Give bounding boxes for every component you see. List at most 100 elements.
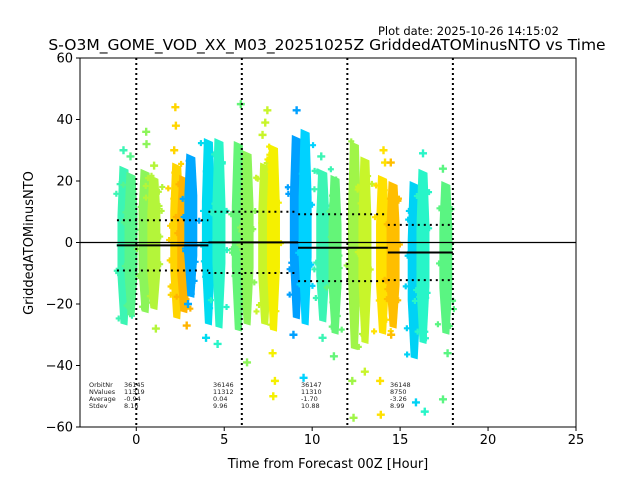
scatter-point <box>219 160 226 167</box>
scatter-point <box>311 266 318 273</box>
scatter-point <box>232 254 239 261</box>
scatter-point <box>120 181 127 188</box>
scatter-point <box>405 207 412 214</box>
scatter-point <box>141 230 148 237</box>
y-tick-label: −20 <box>46 298 73 313</box>
scatter-point <box>383 316 390 323</box>
scatter-point <box>266 151 273 158</box>
scatter-point <box>354 249 361 256</box>
scatter-point <box>232 205 239 212</box>
scatter-point <box>241 302 248 309</box>
scatter-point <box>235 279 242 286</box>
scatter-point <box>313 259 320 266</box>
y-tick-label: −40 <box>46 359 73 374</box>
scatter-point <box>144 175 151 182</box>
scatter-point <box>211 212 218 219</box>
outlier-point <box>243 358 252 367</box>
scatter-point <box>250 226 257 233</box>
outlier-point <box>292 106 301 115</box>
scatter-point <box>295 249 302 256</box>
outlier-point <box>202 333 211 342</box>
stats-value: 8.16 <box>124 402 138 410</box>
scatter-point <box>450 306 457 313</box>
scatter-point <box>413 193 420 200</box>
outlier-point <box>258 130 267 139</box>
x-tick-label: 10 <box>304 433 321 448</box>
scatter-point <box>328 323 335 330</box>
scatter-point <box>392 208 399 215</box>
scatter-point <box>285 190 292 197</box>
scatter-cluster <box>120 152 139 318</box>
scatter-point <box>367 266 374 273</box>
scatter-point <box>426 189 433 196</box>
outlier-point <box>151 324 160 333</box>
stats-row-label: OrbitNr <box>89 381 113 389</box>
outlier-point <box>263 106 272 115</box>
scatter-point <box>182 248 189 255</box>
x-axis-label: Time from Forecast 00Z [Hour] <box>227 457 429 472</box>
stats-value: 8.99 <box>390 402 404 410</box>
outlier-point <box>150 161 159 170</box>
scatter-point <box>348 181 355 188</box>
outlier-point <box>119 146 128 155</box>
scatter-point <box>395 297 402 304</box>
scatter-point <box>200 207 207 214</box>
scatter-point <box>286 266 293 273</box>
scatter-point <box>292 223 299 230</box>
stats-value: 36146 <box>213 381 234 389</box>
outlier-point <box>126 152 135 161</box>
scatter-point <box>175 181 182 188</box>
scatter-point <box>205 165 212 172</box>
outlier-point <box>184 300 193 308</box>
scatter-point <box>309 201 316 208</box>
scatter-point <box>352 308 359 315</box>
chart-title: S-O3M_GOME_VOD_XX_M03_20251025Z GriddedA… <box>48 36 605 55</box>
outlier-point <box>360 367 369 376</box>
scatter-cluster <box>434 164 457 404</box>
scatter-point <box>422 328 429 335</box>
outlier-point <box>349 413 358 422</box>
scatter-point <box>188 179 195 186</box>
scatter-point <box>203 181 210 188</box>
scatter-point <box>359 263 366 270</box>
scatter-point <box>122 209 129 216</box>
scatter-point <box>416 293 423 300</box>
y-tick-label: 20 <box>56 175 73 190</box>
scatter-point <box>434 321 441 328</box>
orbit-stat-group <box>298 213 388 283</box>
outlier-point <box>386 158 395 167</box>
scatter-point <box>125 280 132 287</box>
scatter-body <box>376 174 390 335</box>
scatter-point <box>350 161 357 168</box>
scatter-point <box>123 302 130 309</box>
scatter-point <box>228 246 235 253</box>
scatter-cluster <box>343 138 366 422</box>
scatter-point <box>381 187 388 194</box>
scatter-point <box>395 197 402 204</box>
orbit-stat-group <box>387 223 453 282</box>
scatter-point <box>436 205 443 212</box>
scatter-point <box>146 293 153 300</box>
scatter-point <box>121 263 128 270</box>
scatter-point <box>170 195 177 202</box>
scatter-body <box>439 181 453 335</box>
outlier-point <box>419 149 428 158</box>
scatter-point <box>185 157 192 164</box>
scatter-point <box>327 233 334 240</box>
x-tick-label: 15 <box>392 433 409 448</box>
scatter-point <box>320 200 327 207</box>
scatter-point <box>244 189 251 196</box>
scatter-point <box>211 200 218 207</box>
scatter-point <box>251 279 258 286</box>
scatter-point <box>357 200 364 207</box>
scatter-point <box>179 195 186 202</box>
scatter-point <box>237 224 244 231</box>
scatter-point <box>384 286 391 293</box>
scatter-point <box>139 212 146 219</box>
scatter-point <box>246 290 253 297</box>
scatter-layer <box>113 100 457 422</box>
scatter-body <box>328 174 342 335</box>
stats-value: 36148 <box>390 381 411 389</box>
scatter-point <box>273 268 280 275</box>
scatter-point <box>312 294 319 301</box>
